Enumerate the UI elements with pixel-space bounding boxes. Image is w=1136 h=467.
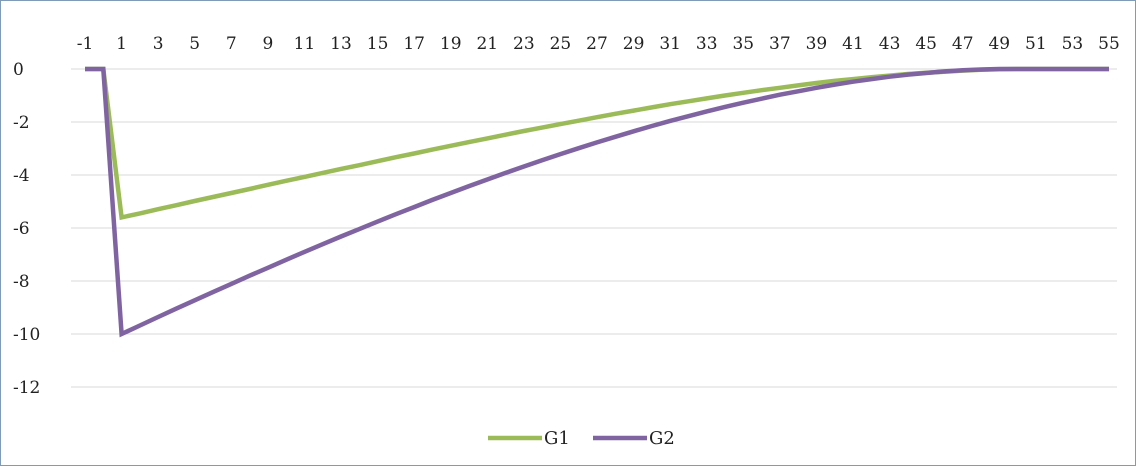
x-tick-label: 15 — [367, 34, 389, 54]
x-tick-label: 1 — [116, 34, 127, 54]
y-tick-label: -2 — [13, 113, 30, 133]
x-tick-label: 5 — [189, 34, 200, 54]
x-tick-label: 27 — [586, 34, 608, 54]
x-tick-label: 53 — [1062, 34, 1084, 54]
series-line-g2 — [85, 66, 1109, 338]
x-tick-label: 23 — [513, 34, 535, 54]
x-tick-label: 17 — [403, 34, 425, 54]
x-tick-label: 13 — [330, 34, 352, 54]
x-tick-label: 7 — [226, 34, 237, 54]
x-tick-label: 43 — [879, 34, 901, 54]
x-tick-label: 29 — [623, 34, 645, 54]
legend-label: G1 — [544, 428, 570, 449]
y-tick-label: -6 — [13, 219, 30, 239]
gridlines — [71, 68, 1117, 388]
x-axis-ticks: -1 1 3 5 7 9 11 13 15 17 19 21 23 25 27 29 31 33 35 37 39 41 4… — [77, 34, 1120, 54]
x-tick-label: -1 — [77, 34, 94, 54]
y-axis-ticks: 0 -2 -4 -6 -8 -10 -12 — [13, 60, 40, 398]
x-tick-label: 39 — [806, 34, 828, 54]
series-lines — [85, 66, 1109, 338]
legend-label: G2 — [649, 428, 675, 449]
x-tick-label: 35 — [732, 34, 754, 54]
legend: G1 G2 — [488, 428, 675, 449]
y-tick-label: -10 — [13, 325, 40, 345]
x-tick-label: 37 — [769, 34, 791, 54]
x-tick-label: 9 — [262, 34, 273, 54]
x-tick-label: 3 — [153, 34, 164, 54]
x-tick-label: 31 — [659, 34, 681, 54]
y-tick-label: -4 — [13, 166, 30, 186]
x-tick-label: 49 — [988, 34, 1010, 54]
x-tick-label: 11 — [294, 34, 316, 54]
x-tick-label: 41 — [842, 34, 864, 54]
x-tick-label: 33 — [696, 34, 718, 54]
x-tick-label: 55 — [1098, 34, 1120, 54]
y-tick-label: -8 — [13, 272, 30, 292]
legend-entry-g2: G2 — [593, 428, 675, 449]
legend-entry-g1: G1 — [488, 428, 570, 449]
x-tick-label: 45 — [915, 34, 937, 54]
x-tick-label: 19 — [440, 34, 462, 54]
x-tick-label: 25 — [550, 34, 572, 54]
x-tick-label: 51 — [1025, 34, 1047, 54]
x-tick-label: 21 — [476, 34, 498, 54]
y-tick-label: 0 — [13, 60, 24, 80]
x-tick-label: 47 — [952, 34, 974, 54]
y-tick-label: -12 — [13, 378, 40, 398]
